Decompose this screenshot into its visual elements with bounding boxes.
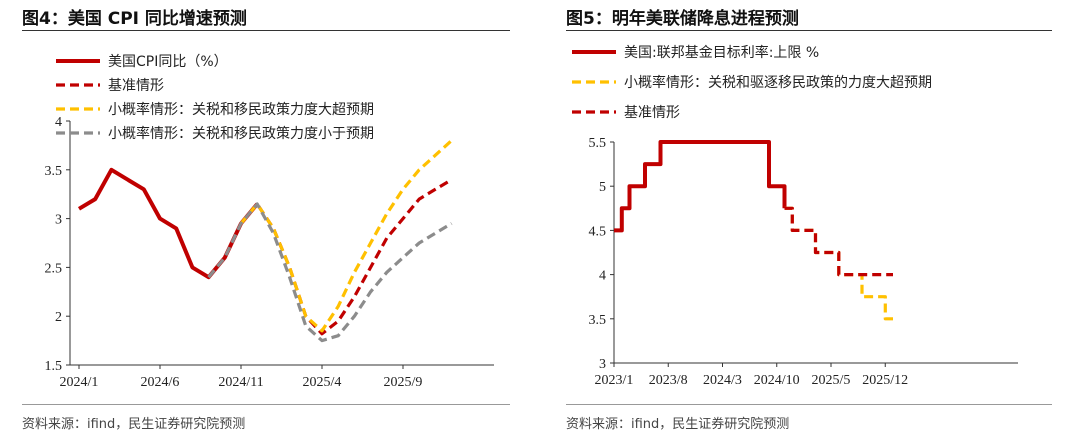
y-tick-label: 3 xyxy=(599,357,606,372)
series-line-2 xyxy=(239,139,453,333)
legend-label-0: 美国CPI同比（%） xyxy=(108,54,228,70)
y-tick-label: 3 xyxy=(55,213,62,228)
y-tick-label: 5.5 xyxy=(589,136,607,151)
chart-title: 图5：明年美联储降息进程预测 xyxy=(566,9,799,29)
x-tick-label: 2023/8 xyxy=(649,373,688,388)
series-line-2 xyxy=(784,206,893,277)
series-line-1 xyxy=(239,178,453,336)
legend-label-1: 基准情形 xyxy=(108,77,164,94)
chart-source: 资料来源：ifind，民生证券研究院预测 xyxy=(22,417,246,432)
x-tick-label: 2024/1 xyxy=(60,375,99,390)
y-tick-label: 1.5 xyxy=(45,359,63,374)
right-chart-panel: 图5：明年美联储降息进程预测 3 3.5 4 4.5 5 5.5 2023/1 2023/8 2… xyxy=(544,0,1066,442)
y-tick-label: 3.5 xyxy=(589,313,607,328)
x-tick-label: 2023/1 xyxy=(595,373,634,388)
legend-label-2: 基准情形 xyxy=(624,104,680,121)
series-line-3 xyxy=(207,202,453,343)
legend-label-2: 小概率情形：关税和移民政策力度大超预期 xyxy=(108,101,374,118)
x-tick-label: 2025/9 xyxy=(384,375,423,390)
series-line-0 xyxy=(77,167,259,280)
y-tick-label: 4.5 xyxy=(589,224,607,239)
fed-rate-step-chart: 3 3.5 4 4.5 5 5.5 2023/1 2023/8 2024/3 2024/10 202… xyxy=(572,44,1018,388)
series-line-1 xyxy=(784,206,893,321)
y-tick-label: 4 xyxy=(599,269,606,284)
x-tick-label: 2025/4 xyxy=(303,375,342,390)
legend-label-0: 美国:联邦基金目标利率:上限 % xyxy=(624,44,819,61)
left-chart-panel: 图4：美国 CPI 同比增速预测 1.5 2 2.5 3 3.5 4 2024/1 2024/… xyxy=(0,0,524,442)
x-tick-label: 2024/11 xyxy=(218,375,263,390)
title-divider xyxy=(566,30,1052,31)
x-tick-label: 2025/12 xyxy=(862,373,908,388)
x-tick-label: 2024/6 xyxy=(141,375,180,390)
cpi-line-chart: 1.5 2 2.5 3 3.5 4 2024/1 2024/6 2024/11 2025/4 202… xyxy=(45,54,494,390)
source-divider xyxy=(566,404,1052,405)
legend-label-3: 小概率情形：关税和移民政策力度小于预期 xyxy=(108,125,374,142)
y-tick-label: 4 xyxy=(55,115,62,130)
chart-source: 资料来源：ifind，民生证券研究院预测 xyxy=(566,417,790,432)
x-tick-label: 2025/5 xyxy=(812,373,851,388)
y-tick-label: 5 xyxy=(599,180,606,195)
x-tick-label: 2024/3 xyxy=(703,373,742,388)
y-tick-label: 3.5 xyxy=(45,164,63,179)
chart-title: 图4：美国 CPI 同比增速预测 xyxy=(22,9,247,29)
series-line-0 xyxy=(614,140,787,233)
legend-label-1: 小概率情形：关税和驱逐移民政策的力度大超预期 xyxy=(624,74,932,91)
y-tick-label: 2.5 xyxy=(45,261,63,276)
x-tick-label: 2024/10 xyxy=(754,373,800,388)
title-divider xyxy=(22,30,510,31)
y-tick-label: 2 xyxy=(55,310,62,325)
source-divider xyxy=(22,404,510,405)
